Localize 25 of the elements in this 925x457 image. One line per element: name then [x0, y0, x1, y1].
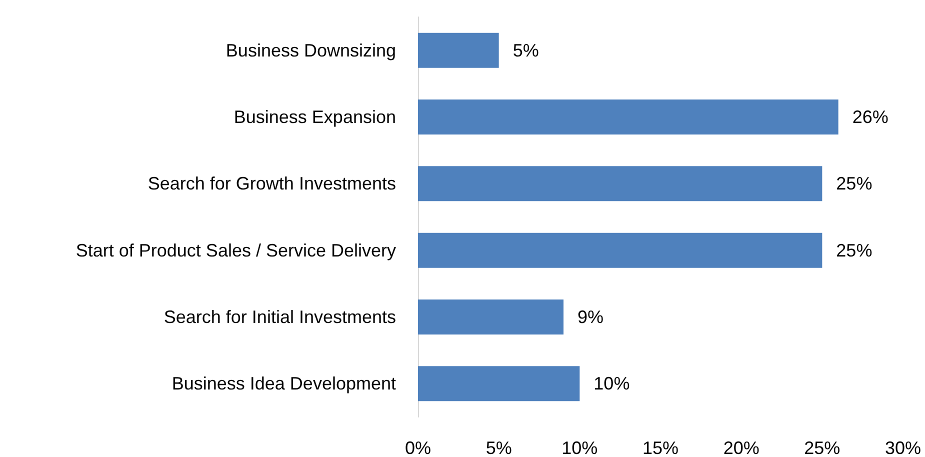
x-tick-label: 5% [486, 438, 512, 457]
data-label: 26% [852, 107, 888, 127]
bar [418, 32, 499, 68]
y-tick-label: Start of Product Sales / Service Delivery [76, 240, 396, 260]
data-label: 5% [512, 40, 539, 60]
y-tick-label: Business Idea Development [172, 374, 396, 394]
data-label: 25% [836, 174, 872, 194]
bar [418, 366, 580, 402]
x-tick-label: 30% [884, 438, 922, 457]
x-tick-label: 25% [804, 438, 840, 457]
bar [418, 100, 838, 134]
x-tick-label: 20% [723, 438, 760, 457]
data-label: 9% [578, 307, 604, 327]
data-label: 25% [836, 240, 872, 260]
y-tick-label: Business Expansion [234, 107, 396, 127]
bar [418, 300, 564, 334]
x-tick-label: 10% [562, 438, 598, 457]
y-tick-label: Search for Initial Investments [164, 307, 396, 327]
y-tick-label: Business Downsizing [226, 40, 396, 60]
x-tick-label: 15% [642, 438, 679, 457]
data-label: 10% [594, 374, 630, 394]
x-tick-label: 0% [404, 438, 432, 457]
bar [418, 166, 822, 202]
bar [418, 232, 822, 268]
y-tick-label: Search for Growth Investments [148, 174, 396, 194]
